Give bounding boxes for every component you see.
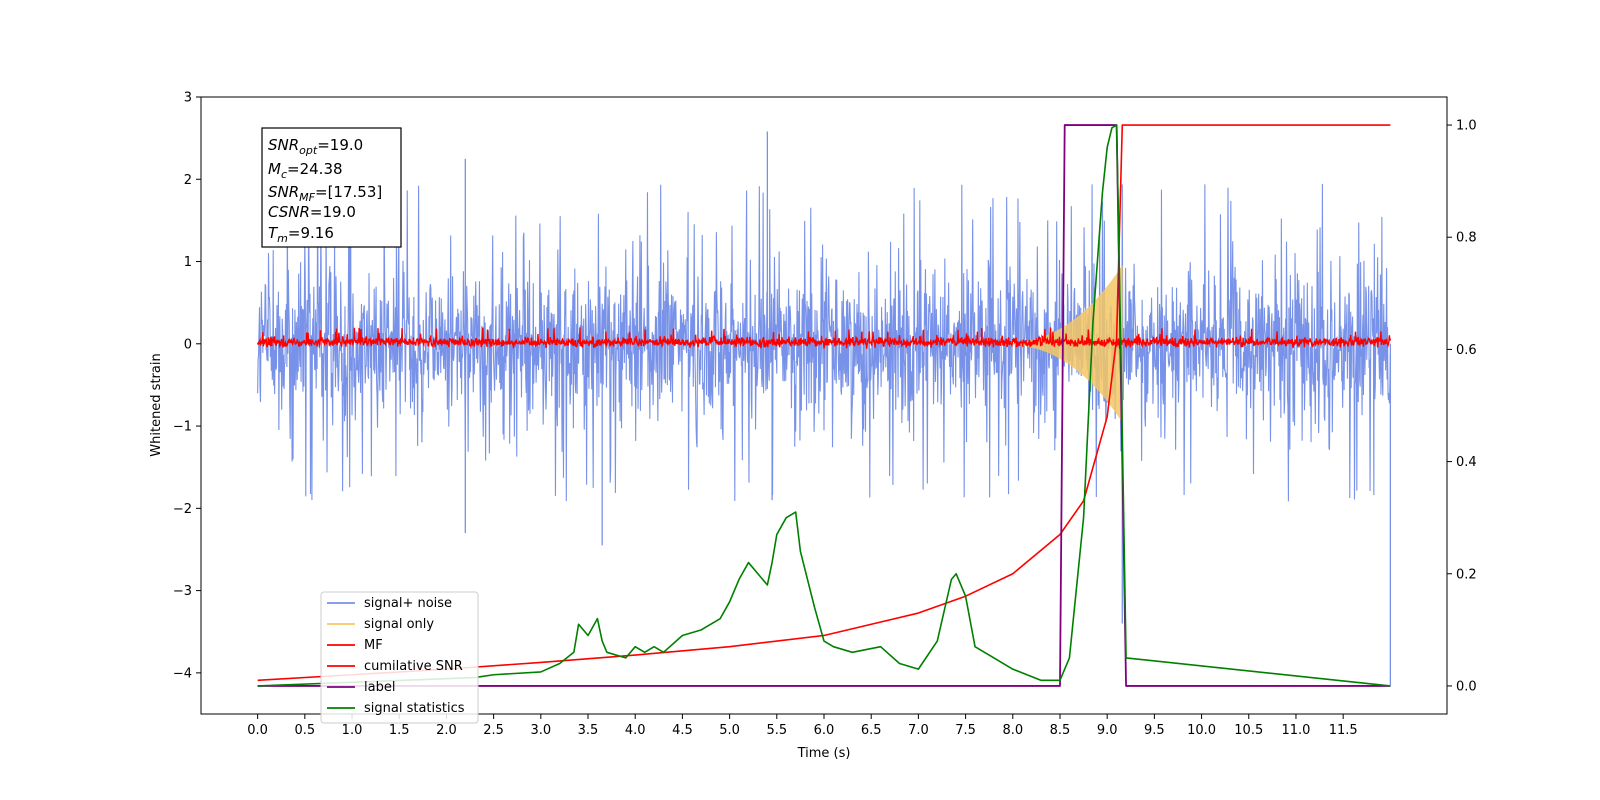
snr-opt-text: SNRopt=19.0 (268, 136, 363, 157)
merger-time-text: Tm=9.16 (268, 224, 334, 245)
y2-tick-label: 1.0 (1456, 119, 1477, 134)
x-tick-label: 3.5 (578, 723, 599, 738)
x-tick-label: 2.5 (483, 723, 504, 738)
legend-label: signal only (364, 617, 434, 632)
x-tick-label: 4.5 (672, 723, 693, 738)
snr-mf-text: SNRMF=[17.53] (268, 183, 382, 204)
x-tick-label: 0.5 (294, 723, 315, 738)
y-axis-label: Whitened strain (149, 353, 164, 456)
legend-label: cumilative SNR (364, 659, 463, 674)
x-tick-label: 2.0 (436, 723, 457, 738)
x-tick-label: 9.0 (1097, 723, 1118, 738)
legend: signal+ noise signal only MF cumilative SNR… (320, 591, 479, 724)
series-label (257, 124, 1391, 687)
y2-tick-label: 0.4 (1456, 455, 1477, 470)
x-tick-label: 5.5 (766, 723, 787, 738)
x-axis: 0.0 0.5 1.0 1.5 2.0 2.5 3.0 3.5 4.0 4.5 5.0 5.5 6.0 6… (247, 714, 1358, 738)
x-tick-label: 6.0 (814, 723, 835, 738)
legend-label: MF (364, 638, 383, 653)
legend-label: label (364, 680, 395, 695)
x-tick-label: 1.5 (389, 723, 410, 738)
y-tick-label: −1 (173, 420, 192, 435)
x-axis-label: Time (s) (797, 746, 851, 761)
x-tick-label: 6.5 (861, 723, 882, 738)
x-tick-label: 10.5 (1234, 723, 1263, 738)
series-signal-only (993, 265, 1123, 422)
y-tick-label: −2 (173, 502, 192, 517)
x-tick-label: 8.0 (1002, 723, 1023, 738)
chirp-mass-text: Mc=24.38 (268, 160, 343, 181)
y-tick-label: −3 (173, 584, 192, 599)
y2-tick-label: 0.0 (1456, 679, 1477, 694)
y-tick-label: 2 (184, 173, 192, 188)
x-tick-label: 9.5 (1144, 723, 1165, 738)
y-tick-label: 0 (184, 337, 192, 352)
y-axis-right: 1.0 0.8 0.6 0.4 0.2 0.0 (1447, 119, 1477, 694)
x-tick-label: 7.5 (955, 723, 976, 738)
x-tick-label: 3.0 (530, 723, 551, 738)
y2-tick-label: 0.2 (1456, 567, 1477, 582)
series-signal-noise (257, 183, 1391, 502)
y2-tick-label: 0.8 (1456, 231, 1477, 246)
x-tick-label: 7.0 (908, 723, 929, 738)
y-tick-label: 1 (184, 255, 192, 270)
plot-area (256, 124, 1392, 687)
x-tick-label: 10.0 (1187, 723, 1216, 738)
legend-label: signal+ noise (364, 596, 452, 611)
annotation-box: SNRopt=19.0 Mc=24.38 SNRMF=[17.53] CSNR=… (261, 127, 402, 248)
x-tick-label: 0.0 (247, 723, 268, 738)
y2-tick-label: 0.6 (1456, 343, 1477, 358)
series-signal-statistics (257, 124, 1391, 687)
y-axis-left: 3 2 1 0 −1 −2 −3 −4 (173, 91, 201, 681)
y-tick-label: 3 (184, 91, 192, 106)
series-cumulative-snr (257, 124, 1391, 682)
series-mf (256, 327, 1392, 350)
csnr-text: CSNR=19.0 (268, 203, 356, 221)
x-tick-label: 11.0 (1281, 723, 1310, 738)
x-tick-label: 5.0 (719, 723, 740, 738)
x-tick-label: 1.0 (342, 723, 363, 738)
x-tick-label: 4.0 (625, 723, 646, 738)
y-tick-label: −4 (173, 666, 192, 681)
legend-label: signal statistics (364, 701, 465, 716)
x-tick-label: 8.5 (1050, 723, 1071, 738)
x-tick-label: 11.5 (1329, 723, 1358, 738)
